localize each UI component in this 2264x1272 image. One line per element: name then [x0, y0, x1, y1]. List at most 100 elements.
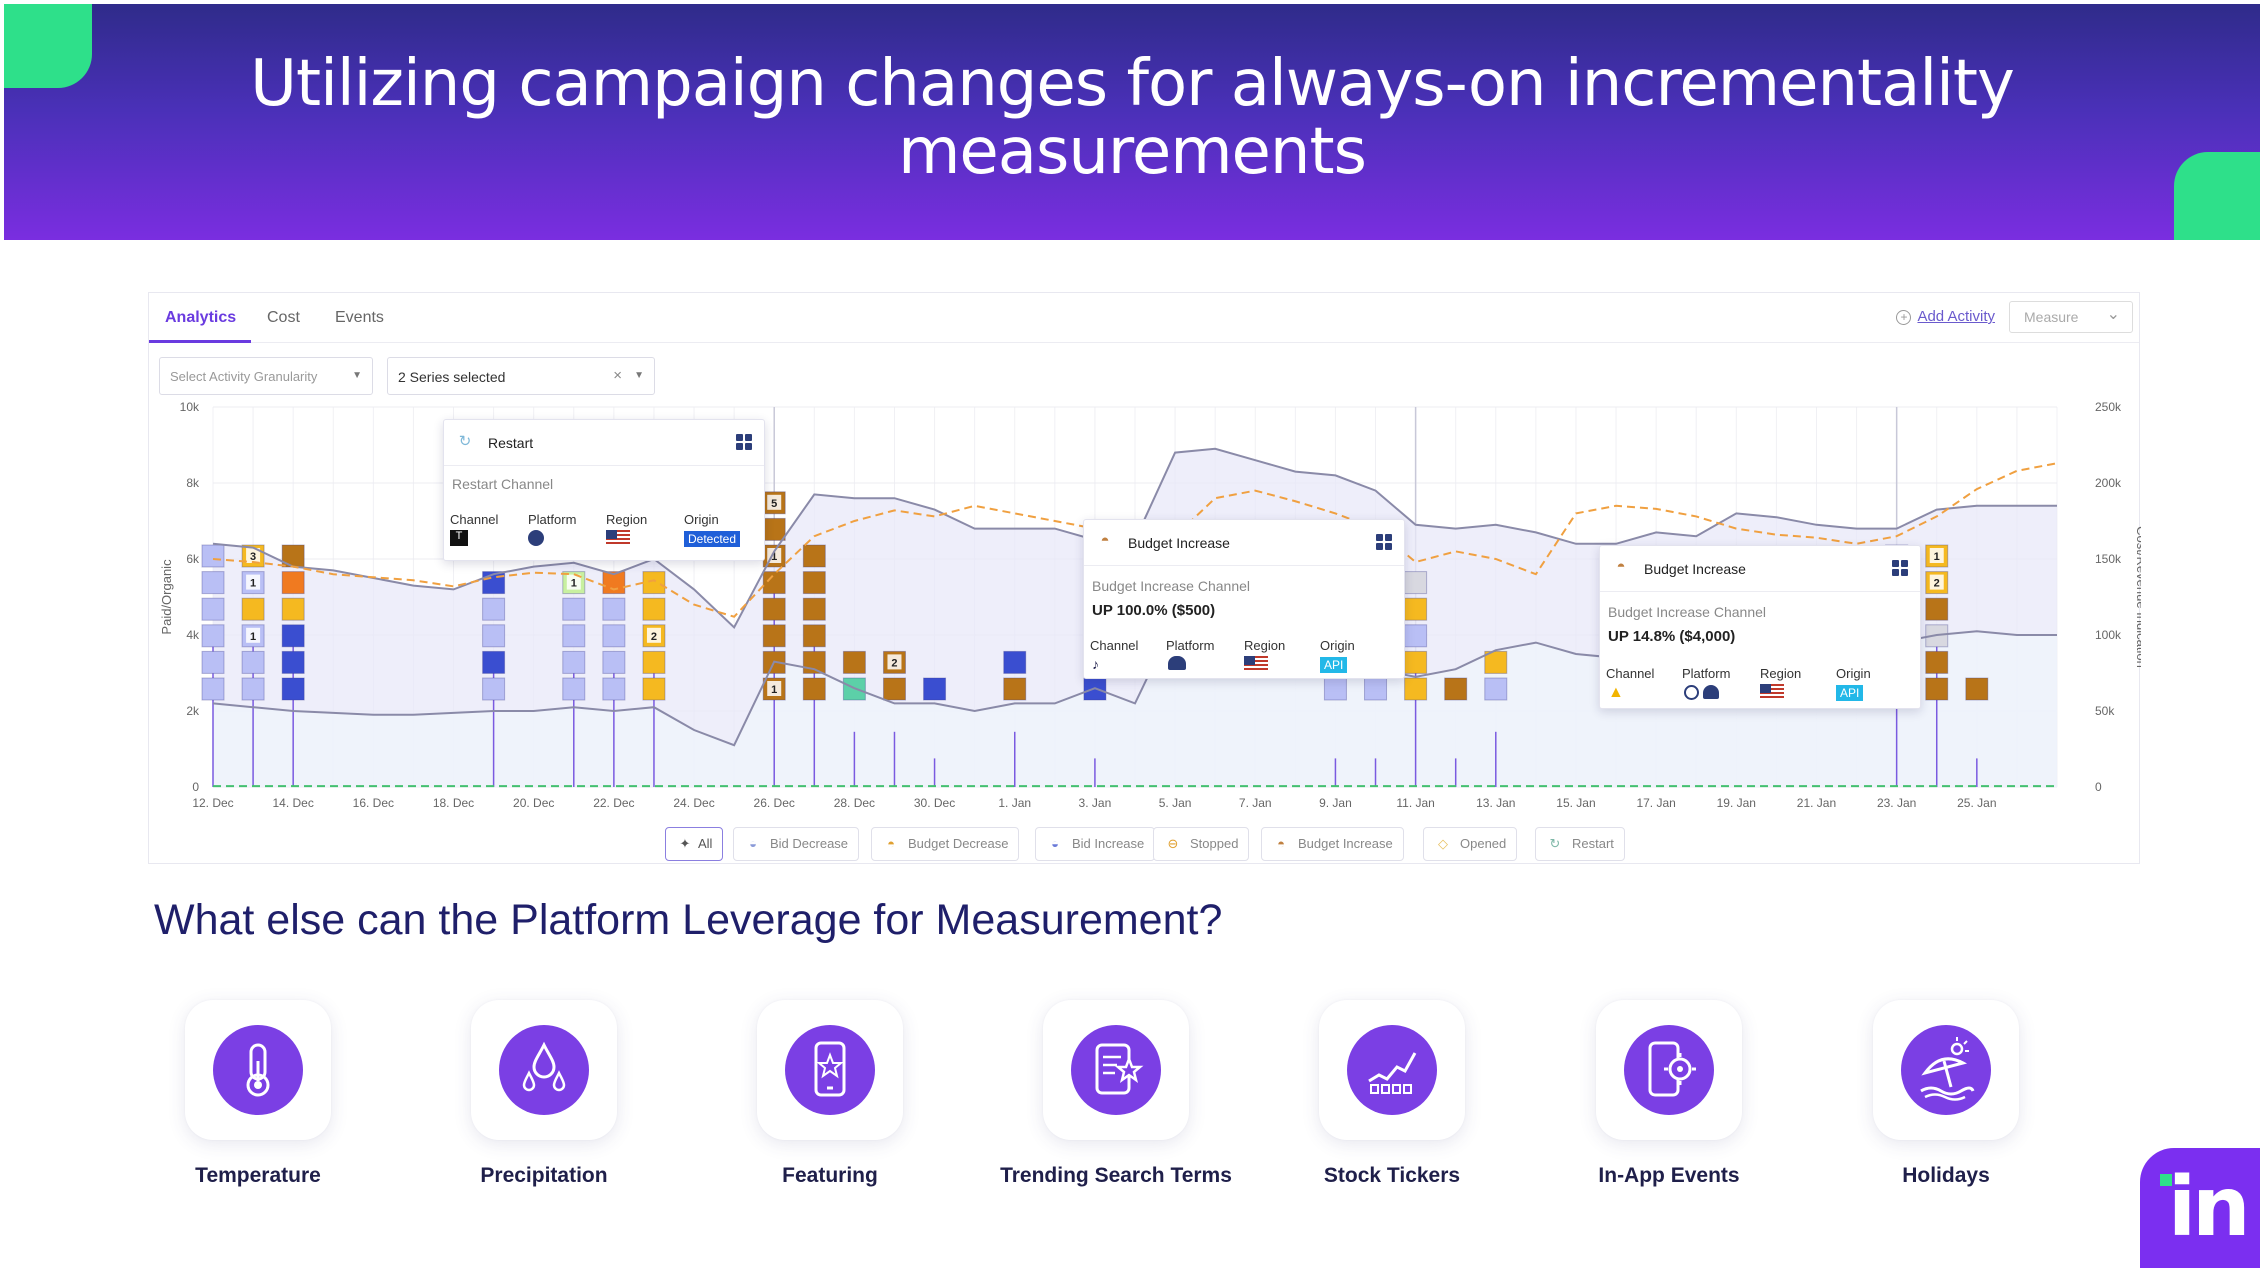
tooltip-restart: ↻ Restart Restart Channel Channel Platfo… — [443, 419, 765, 561]
y-tick-left: 10k — [180, 400, 200, 414]
tooltip-headline: UP 100.0% ($500) — [1092, 602, 1216, 619]
field-region: Region — [1760, 666, 1802, 681]
event-count-badge — [246, 574, 261, 590]
grid-icon[interactable] — [1376, 534, 1392, 550]
tooltip-title: Budget Increase — [1644, 561, 1746, 577]
active-tab-indicator — [149, 340, 251, 343]
field-channel: Channel — [1606, 666, 1655, 681]
filter-all[interactable]: ✦ All — [665, 827, 724, 861]
event-marker — [201, 571, 225, 595]
tooltip-subtitle: Budget Increase Channel — [1092, 578, 1250, 594]
umbrella-sun-icon — [1920, 1037, 1975, 1101]
x-tick-label: 22. Dec — [593, 796, 634, 810]
add-activity-link[interactable]: + Add Activity — [1896, 308, 1995, 325]
event-marker — [602, 597, 626, 621]
filter-budget-decrease[interactable]: ◓ Budget Decrease — [871, 827, 1020, 861]
filter-restart[interactable]: ↻ Restart — [1535, 827, 1625, 861]
event-marker — [923, 677, 947, 701]
event-marker — [1404, 624, 1428, 648]
feature-icon-circle — [499, 1025, 589, 1115]
field-platform: Platform — [1682, 666, 1731, 681]
field-origin: Origin — [684, 512, 719, 527]
event-count-badge — [887, 654, 902, 670]
feature-label: Stock Tickers — [1323, 1164, 1461, 1187]
event-marker — [602, 624, 626, 648]
y-tick-right: 100k — [2095, 628, 2122, 642]
event-count-badge — [246, 627, 261, 643]
grid-icon[interactable] — [736, 434, 752, 450]
filter-opened[interactable]: ◇ Opened — [1423, 827, 1518, 861]
event-count-label: 1 — [250, 631, 256, 643]
phone-star-icon — [814, 1041, 846, 1097]
us-flag-icon — [606, 530, 630, 546]
event-count-badge — [246, 548, 261, 563]
feature-stock-tickers: Stock Tickers — [1312, 1000, 1472, 1187]
feature-precipitation: Precipitation — [464, 1000, 624, 1187]
x-tick-label: 21. Jan — [1797, 796, 1836, 810]
event-marker — [1484, 650, 1508, 674]
thermometer-icon — [246, 1043, 270, 1097]
granularity-select-placeholder: Select Activity Granularity — [170, 369, 318, 384]
clear-icon[interactable]: × — [613, 367, 622, 384]
bid-increase-icon: ◒ — [1051, 836, 1059, 851]
event-count-label: 1 — [1934, 551, 1940, 563]
event-marker — [562, 677, 586, 701]
event-marker — [241, 650, 265, 674]
event-marker — [642, 597, 666, 621]
event-marker — [281, 571, 305, 595]
y-tick-left: 6k — [186, 552, 200, 566]
filter-label: Bid Decrease — [770, 836, 849, 851]
event-marker — [802, 544, 826, 568]
filter-stopped[interactable]: ⊖ Stopped — [1153, 827, 1250, 861]
field-channel: Channel — [450, 512, 499, 527]
feature-featuring: Featuring — [750, 1000, 910, 1187]
field-region: Region — [606, 512, 648, 527]
field-channel: Channel — [1090, 638, 1139, 653]
tooltip-headline: UP 14.8% ($4,000) — [1608, 628, 1736, 645]
event-count-badge — [767, 494, 782, 510]
event-count-label: 1 — [771, 684, 777, 696]
event-count-badge — [646, 627, 661, 643]
feature-label: Trending Search Terms — [1000, 1164, 1232, 1187]
opened-icon: ◇ — [1438, 836, 1448, 851]
x-tick-label: 1. Jan — [998, 796, 1031, 810]
filter-bid-increase[interactable]: ◒ Bid Increase — [1035, 827, 1156, 861]
y-tick-right: 250k — [2095, 400, 2122, 414]
event-marker — [1484, 677, 1508, 701]
event-marker — [1965, 677, 1989, 701]
tooltip-header: ↻ Restart — [444, 420, 764, 466]
event-marker — [482, 597, 506, 621]
series-select[interactable]: 2 Series selected × ▼ — [387, 357, 655, 395]
feature-label: Holidays — [1902, 1164, 1990, 1187]
android-icon — [1168, 656, 1186, 670]
x-tick-label: 20. Dec — [513, 796, 554, 810]
feature-icon-circle — [1901, 1025, 1991, 1115]
tab-cost[interactable]: Cost — [267, 309, 300, 326]
granularity-select[interactable]: Select Activity Granularity ▼ — [159, 357, 373, 395]
filter-budget-increase[interactable]: ◓ Budget Increase — [1261, 827, 1404, 861]
page-title: Utilizing campaign changes for always-on… — [4, 50, 2260, 186]
tab-events[interactable]: Events — [335, 309, 384, 326]
caret-down-icon: ▼ — [352, 370, 362, 381]
event-marker — [642, 571, 666, 595]
us-flag-icon — [1760, 684, 1784, 700]
event-marker — [762, 517, 786, 541]
event-count-label: 2 — [651, 631, 657, 643]
y-tick-left: 8k — [186, 476, 200, 490]
origin-badge: Detected — [684, 531, 741, 547]
event-marker — [1925, 597, 1949, 621]
tab-analytics[interactable]: Analytics — [165, 309, 237, 326]
x-tick-label: 28. Dec — [834, 796, 875, 810]
event-marker — [562, 624, 586, 648]
event-marker — [762, 571, 786, 595]
event-marker — [281, 677, 305, 701]
event-marker — [642, 650, 666, 674]
filter-bid-decrease[interactable]: ◒ Bid Decrease — [733, 827, 860, 861]
x-tick-label: 16. Dec — [353, 796, 394, 810]
grid-icon[interactable] — [1892, 560, 1908, 576]
x-tick-label: 30. Dec — [914, 796, 955, 810]
measure-select[interactable]: Measure — [2009, 301, 2133, 333]
channel-logo-icon: T — [450, 530, 468, 546]
filter-label: Budget Increase — [1298, 836, 1393, 851]
feature-temperature: Temperature — [178, 1000, 338, 1187]
